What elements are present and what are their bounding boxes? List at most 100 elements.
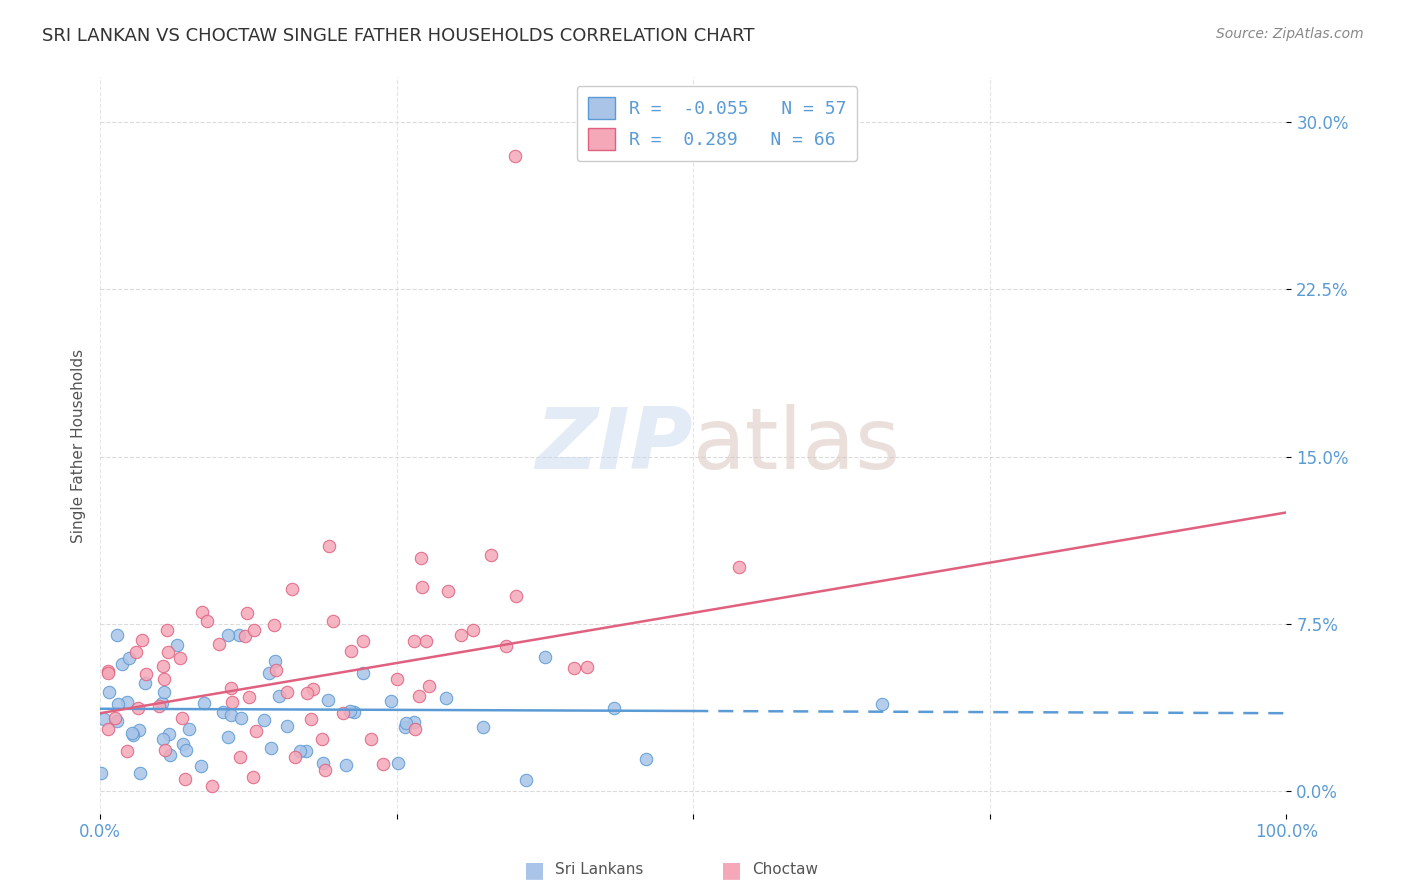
Point	[148, 698, 170, 713]
Point	[404, 715, 426, 730]
Point	[229, 750, 252, 764]
Point	[479, 548, 502, 562]
Point	[373, 756, 395, 771]
Point	[634, 752, 657, 766]
Point	[335, 757, 357, 772]
Point	[472, 720, 495, 734]
Point	[166, 638, 188, 652]
Point	[411, 580, 433, 594]
Point	[280, 582, 302, 596]
Point	[207, 637, 229, 651]
Point	[152, 658, 174, 673]
Text: SRI LANKAN VS CHOCTAW SINGLE FATHER HOUSEHOLDS CORRELATION CHART: SRI LANKAN VS CHOCTAW SINGLE FATHER HOUS…	[42, 27, 755, 45]
Point	[352, 634, 374, 648]
Point	[395, 716, 418, 731]
Point	[217, 628, 239, 642]
Point	[515, 772, 537, 787]
Text: Sri Lankans: Sri Lankans	[555, 863, 644, 877]
Point	[318, 540, 340, 554]
Point	[311, 731, 333, 746]
Point	[267, 689, 290, 703]
Point	[264, 654, 287, 668]
Point	[295, 744, 318, 758]
Point	[408, 689, 430, 703]
Point	[236, 606, 259, 620]
Point	[169, 650, 191, 665]
Point	[131, 632, 153, 647]
Text: ■: ■	[524, 860, 544, 880]
Point	[127, 701, 149, 715]
Point	[463, 623, 485, 637]
Point	[360, 732, 382, 747]
Point	[231, 711, 253, 725]
Point	[505, 589, 527, 603]
Point	[152, 684, 174, 698]
Point	[505, 148, 527, 162]
Text: Choctaw: Choctaw	[752, 863, 818, 877]
Point	[387, 756, 409, 771]
Point	[404, 722, 426, 736]
Point	[150, 696, 173, 710]
Point	[193, 696, 215, 710]
Point	[437, 584, 460, 599]
Point	[450, 627, 472, 641]
Point	[221, 695, 243, 709]
Point	[111, 657, 134, 671]
Point	[221, 681, 243, 696]
Point	[174, 772, 197, 786]
Point	[418, 679, 440, 693]
Point	[564, 661, 586, 675]
Point	[128, 766, 150, 780]
Point	[212, 705, 235, 719]
Point	[343, 706, 366, 720]
Point	[870, 697, 893, 711]
Point	[104, 711, 127, 725]
Point	[260, 741, 283, 756]
Point	[105, 714, 128, 728]
Point	[233, 629, 256, 643]
Text: ■: ■	[721, 860, 741, 880]
Point	[118, 650, 141, 665]
Point	[117, 695, 139, 709]
Point	[190, 759, 212, 773]
Point	[90, 766, 112, 780]
Point	[122, 728, 145, 742]
Point	[387, 672, 409, 686]
Point	[284, 750, 307, 764]
Point	[404, 633, 426, 648]
Point	[156, 623, 179, 637]
Point	[121, 726, 143, 740]
Point	[312, 756, 335, 770]
Point	[533, 649, 555, 664]
Legend: R =  -0.055   N = 57, R =  0.289   N = 66: R = -0.055 N = 57, R = 0.289 N = 66	[576, 87, 858, 161]
Point	[316, 692, 339, 706]
Point	[128, 723, 150, 737]
Point	[157, 727, 180, 741]
Point	[380, 694, 402, 708]
Point	[603, 701, 626, 715]
Point	[238, 690, 260, 705]
Point	[170, 711, 193, 725]
Point	[242, 771, 264, 785]
Point	[288, 743, 311, 757]
Point	[159, 748, 181, 763]
Point	[728, 559, 751, 574]
Point	[97, 723, 120, 737]
Point	[107, 697, 129, 711]
Point	[276, 685, 298, 699]
Point	[176, 743, 198, 757]
Point	[125, 645, 148, 659]
Point	[394, 720, 416, 734]
Point	[152, 731, 174, 746]
Text: Source: ZipAtlas.com: Source: ZipAtlas.com	[1216, 27, 1364, 41]
Point	[322, 614, 344, 628]
Point	[352, 665, 374, 680]
Point	[264, 663, 287, 677]
Point	[245, 724, 267, 739]
Point	[97, 665, 120, 680]
Point	[263, 617, 285, 632]
Point	[97, 685, 120, 699]
Point	[415, 634, 437, 648]
Point	[201, 780, 224, 794]
Text: atlas: atlas	[693, 404, 901, 487]
